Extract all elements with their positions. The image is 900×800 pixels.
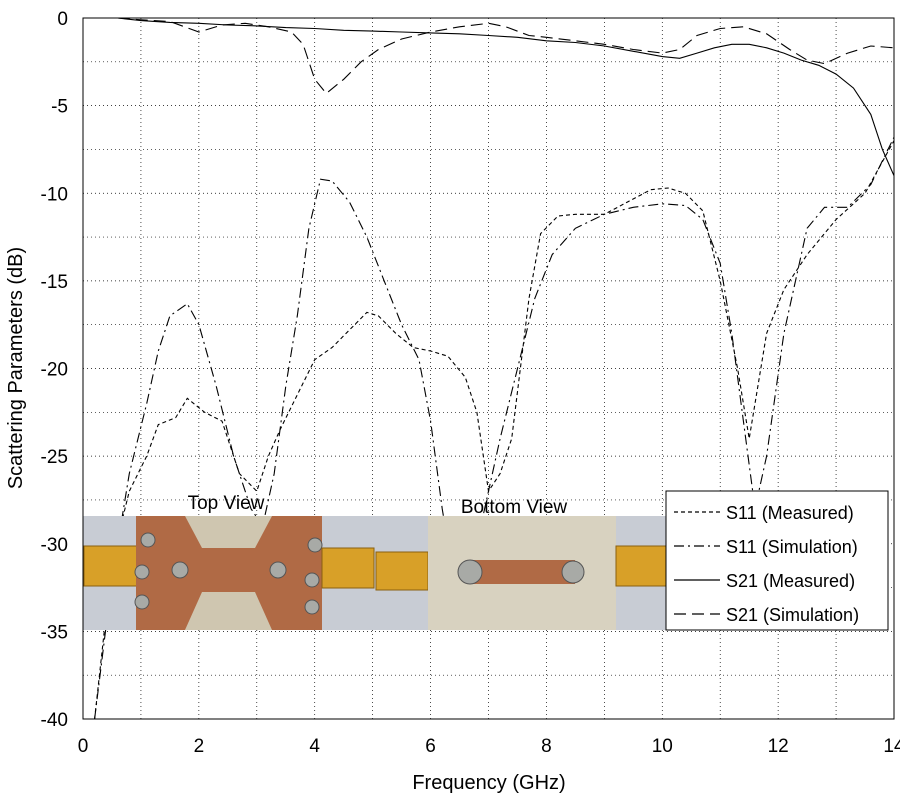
legend-box: [665, 490, 889, 631]
filter-photo-inset: Top View Bottom View: [83, 493, 668, 630]
top-view-substrate-gap-bottom: [185, 592, 272, 630]
bottom-view-screw-right: [561, 560, 585, 584]
x-tick-label: 10: [652, 736, 673, 757]
top-view-photo: [83, 516, 375, 630]
x-tick-label: 12: [768, 736, 789, 757]
y-tick-label: 0: [57, 9, 68, 30]
top-view-screw-5: [269, 561, 287, 579]
top-view-screw-7: [304, 572, 320, 588]
top-view-screw-6: [307, 537, 323, 553]
bottom-view-screw-left: [457, 559, 483, 585]
x-tick-label: 2: [194, 736, 205, 757]
top-view-screw-1: [140, 532, 156, 548]
y-axis-tick-labels: 0 -5 -10 -15 -20 -25 -30 -35 -40: [41, 9, 68, 731]
y-tick-label: -40: [41, 710, 68, 731]
x-tick-label: 8: [541, 736, 552, 757]
x-tick-label: 0: [78, 736, 89, 757]
x-tick-label: 14: [883, 736, 900, 757]
top-view-copper-pattern: [136, 516, 322, 630]
curves: [94, 17, 895, 720]
bottom-view-label: Bottom View: [461, 497, 568, 518]
legend-label-2: S11 (Simulation): [726, 537, 858, 557]
top-view-screw-4: [171, 561, 189, 579]
top-view-label: Top View: [188, 493, 265, 514]
series-line-3: [117, 17, 895, 176]
legend-label-1: S11 (Measured): [726, 503, 854, 523]
bottom-view-right-connector: [615, 545, 667, 587]
plot-area-border: [82, 17, 895, 720]
series-line-2: [94, 136, 895, 720]
y-tick-label: -15: [41, 272, 68, 293]
y-tick-label: -10: [41, 184, 68, 205]
legend-label-3: S21 (Measured): [726, 571, 855, 591]
top-view-left-connector: [83, 545, 139, 587]
series-line-1: [94, 140, 895, 720]
x-axis-tick-labels: 0 2 4 6 8 10 12 14: [78, 736, 900, 757]
top-view-substrate-gap-top: [185, 516, 272, 548]
y-tick-label: -5: [51, 97, 68, 118]
legend-label-4: S21 (Simulation): [726, 605, 859, 625]
y-axis-title: Scattering Parameters (dB): [5, 247, 27, 489]
top-view-screw-3: [134, 594, 150, 610]
series-line-4: [117, 17, 895, 95]
bottom-view-photo: [375, 516, 667, 630]
x-axis-title: Frequency (GHz): [412, 772, 565, 794]
top-view-right-connector: [321, 547, 375, 589]
legend: S11 (Measured) S11 (Simulation) S21 (Measu…: [665, 490, 889, 631]
x-tick-label: 4: [309, 736, 320, 757]
bottom-view-copper-strip: [470, 560, 575, 584]
y-tick-label: -30: [41, 535, 68, 556]
top-view-screw-2: [134, 564, 150, 580]
bottom-view-left-connector: [375, 551, 429, 591]
y-tick-label: -35: [41, 622, 68, 643]
y-tick-label: -20: [41, 360, 68, 381]
top-view-screw-8: [304, 599, 320, 615]
y-tick-label: -25: [41, 447, 68, 468]
x-tick-label: 6: [425, 736, 436, 757]
